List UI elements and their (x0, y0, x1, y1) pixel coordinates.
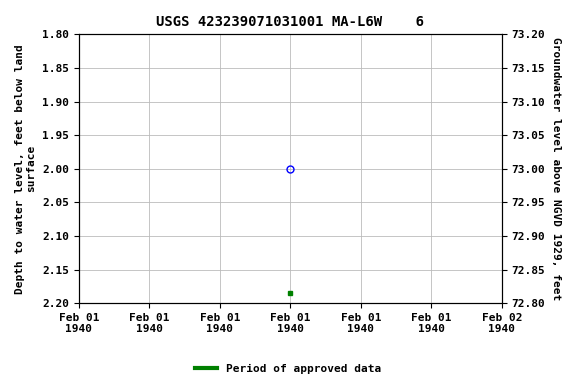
Y-axis label: Depth to water level, feet below land
surface: Depth to water level, feet below land su… (15, 44, 37, 294)
Y-axis label: Groundwater level above NGVD 1929, feet: Groundwater level above NGVD 1929, feet (551, 37, 561, 300)
Title: USGS 423239071031001 MA-L6W    6: USGS 423239071031001 MA-L6W 6 (157, 15, 425, 29)
Legend: Period of approved data: Period of approved data (191, 359, 385, 379)
